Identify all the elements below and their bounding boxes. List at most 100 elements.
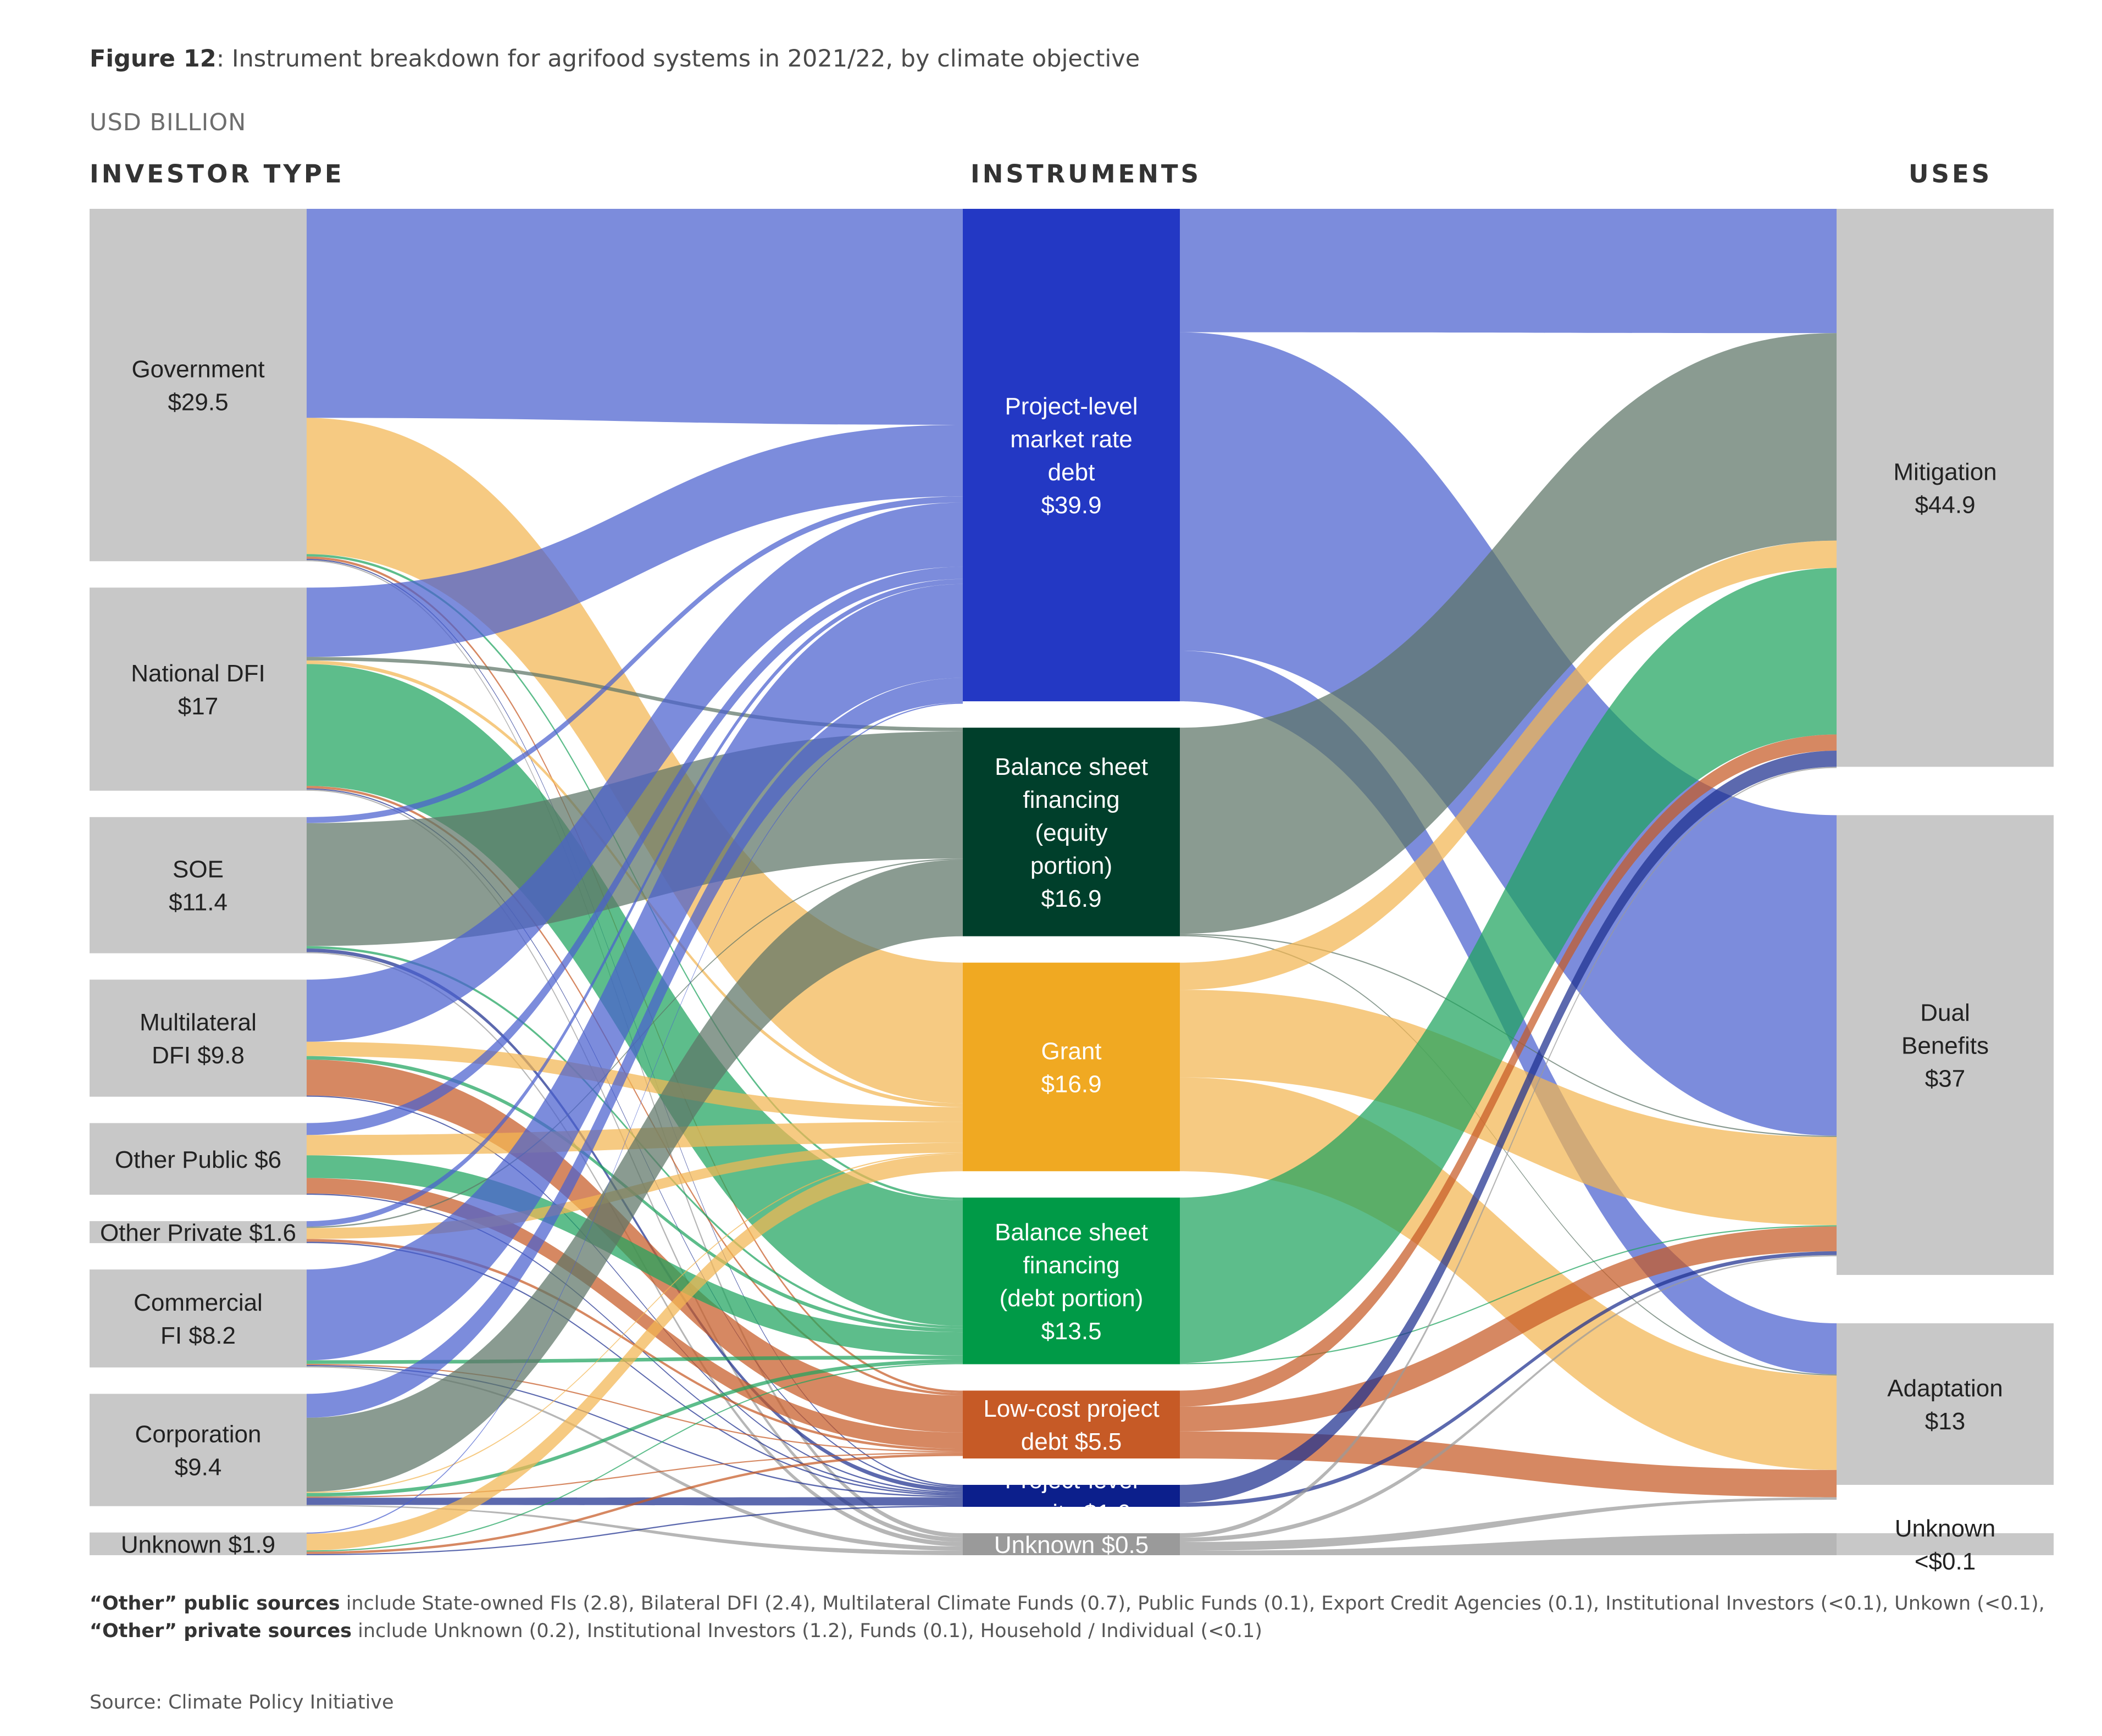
instrument-label-pmd: Project-level market rate debt $39.9 — [1005, 393, 1138, 519]
flow-corp-to-pmd — [307, 678, 963, 1418]
flow-grt-to-dual — [1180, 990, 1837, 1225]
footnote-public: “Other” public sources include State-own… — [90, 1593, 2045, 1615]
flow-pmd-to-mit — [1180, 209, 1837, 334]
investor-label-line-11-4: $11.4 — [169, 889, 228, 916]
investor-label-line-29-5: $29.5 — [168, 389, 228, 416]
flow-corp-to-bse — [307, 859, 963, 1492]
flow-unkN-to-dual — [1180, 1255, 1837, 1542]
instrument-label-line-financing: financing — [1023, 786, 1119, 813]
investor-label-line-fi-8-2: FI $8.2 — [160, 1322, 236, 1349]
use-node-unkU — [1837, 1533, 2054, 1555]
flow-unkI-to-peq — [307, 1505, 963, 1555]
flow-bsd-to-mit — [1180, 568, 1837, 1363]
flow-peq-to-mit — [1180, 750, 1837, 1503]
sankey-flows — [307, 209, 1837, 1555]
flow-ndfi-to-pmd — [307, 425, 963, 657]
investor-node-ndfi — [90, 587, 307, 791]
investor-label-line-national-dfi: National DFI — [131, 660, 265, 687]
footnote-public-bold: “Other” public sources — [90, 1593, 340, 1615]
investor-label-line-government: Government — [131, 356, 264, 383]
instrument-label-line-debt: debt — [1048, 459, 1095, 486]
investor-label-unkI: Unknown $1.9 — [121, 1531, 275, 1558]
use-node-dual — [1837, 815, 2054, 1275]
footnote-public-text: include State-owned FIs (2.8), Bilateral… — [340, 1593, 2045, 1615]
column-header-investor: INVESTOR TYPE — [90, 159, 345, 188]
flow-unkN-to-mit — [1180, 767, 1837, 1538]
sankey-nodes — [90, 209, 2054, 1555]
instrument-label-line-grant: Grant — [1041, 1038, 1101, 1064]
flow-corp-to-grt — [307, 1152, 963, 1493]
sankey-labels: Government $29.5 National DFI $17 SOE $11.4 Mu… — [100, 356, 2003, 1575]
investor-label-line-dfi-9-8: DFI $9.8 — [152, 1042, 245, 1069]
flow-cfi-to-unkN — [307, 1366, 963, 1551]
instrument-label-line-project-level: Project-level — [1005, 1467, 1138, 1494]
flow-cfi-to-lcd — [307, 1363, 963, 1452]
use-label-dual: Dual Benefits $37 — [1901, 1000, 1989, 1092]
use-label-line-benefits: Benefits — [1901, 1033, 1989, 1060]
investor-label-line-multilateral: Multilateral — [140, 1009, 257, 1036]
flow-soe-to-peq — [307, 948, 963, 1492]
use-label-adp: Adaptation $13 — [1887, 1375, 2003, 1435]
instrument-label-line-16-9: $16.9 — [1041, 885, 1101, 912]
instrument-node-bse — [963, 728, 1180, 936]
column-header-instruments: INSTRUMENTS — [970, 159, 1201, 188]
footnote-private-bold: “Other” private sources — [90, 1620, 352, 1642]
investor-label-cfi: Commercial FI $8.2 — [134, 1289, 263, 1349]
use-label-line-mitigation: Mitigation — [1893, 459, 1996, 486]
flow-unkI-to-lcd — [307, 1454, 963, 1554]
instrument-label-line-16-9: $16.9 — [1041, 1071, 1101, 1097]
source-note: Source: Climate Policy Initiative — [90, 1691, 394, 1713]
use-label-line-adaptation: Adaptation — [1887, 1375, 2003, 1402]
flow-cfi-to-peq — [307, 1365, 963, 1497]
flow-opriv-to-pmd — [307, 579, 963, 1227]
flow-opub-to-bsd — [307, 1155, 963, 1356]
use-label-line-13: $13 — [1925, 1408, 1965, 1435]
instrument-label-line-financing: financing — [1023, 1252, 1119, 1279]
use-label-line-dual: Dual — [1920, 1000, 1970, 1027]
flow-lcd-to-adp — [1180, 1431, 1837, 1497]
flow-bsd-to-dual — [1180, 1225, 1837, 1365]
flow-opub-to-grt — [307, 1122, 963, 1156]
investor-label-ndfi: National DFI $17 — [131, 660, 265, 720]
flow-soe-to-pmd — [307, 496, 963, 823]
flow-bse-to-mit — [1180, 333, 1837, 934]
instrument-label-line-equity-1-6: equity $1.6 — [1012, 1500, 1130, 1527]
flow-peq-to-dual — [1180, 1251, 1837, 1507]
use-label-line-37: $37 — [1925, 1066, 1965, 1092]
investor-label-soe: SOE $11.4 — [169, 856, 228, 916]
footnote-private-text: include Unknown (0.2), Institutional Inv… — [352, 1620, 1262, 1642]
instrument-label-line-balance-sheet: Balance sheet — [995, 1219, 1148, 1246]
units-label: USD BILLION — [90, 109, 247, 136]
investor-label-line-17: $17 — [178, 693, 218, 720]
column-header-uses: USES — [1909, 159, 1993, 188]
flow-unkN-to-unkU — [1180, 1533, 1837, 1555]
instrument-node-unkN — [963, 1533, 1180, 1555]
investor-label-gov: Government $29.5 — [131, 356, 264, 416]
investor-label-line-soe: SOE — [173, 856, 224, 883]
use-label-unkU: Unknown <$0.1 — [1895, 1515, 1995, 1575]
flow-gov-to-pmd — [307, 209, 963, 425]
investor-node-corp — [90, 1394, 307, 1506]
instrument-label-bsd: Balance sheet financing (debt portion) $13.… — [995, 1219, 1148, 1345]
flow-ndfi-to-bse — [307, 657, 963, 731]
instrument-label-grt: Grant $16.9 — [1041, 1038, 1101, 1097]
figure-number: Figure 12 — [90, 45, 217, 73]
flow-mdfi-to-peq — [307, 1095, 963, 1493]
flow-lcd-to-mit — [1180, 734, 1837, 1407]
instrument-label-line-project-level: Project-level — [1005, 393, 1138, 420]
investor-label-line-unknown-1-9: Unknown $1.9 — [121, 1531, 275, 1558]
use-node-mit — [1837, 209, 2054, 767]
instrument-label-line-portion: portion) — [1030, 852, 1112, 879]
investor-node-opub — [90, 1123, 307, 1195]
use-node-adp — [1837, 1323, 2054, 1485]
instrument-node-pmd — [963, 209, 1180, 702]
instrument-label-line-13-5: $13.5 — [1041, 1318, 1101, 1345]
flow-opriv-to-peq — [307, 1241, 963, 1496]
instrument-label-line-debt-portion: (debt portion) — [1000, 1285, 1144, 1312]
investor-label-opub: Other Public $6 — [115, 1146, 281, 1173]
instrument-label-line-39-9: $39.9 — [1041, 492, 1101, 519]
use-label-mit: Mitigation $44.9 — [1893, 459, 1996, 519]
flow-cfi-to-pmd — [307, 584, 963, 1361]
investor-label-opriv: Other Private $1.6 — [100, 1219, 296, 1246]
